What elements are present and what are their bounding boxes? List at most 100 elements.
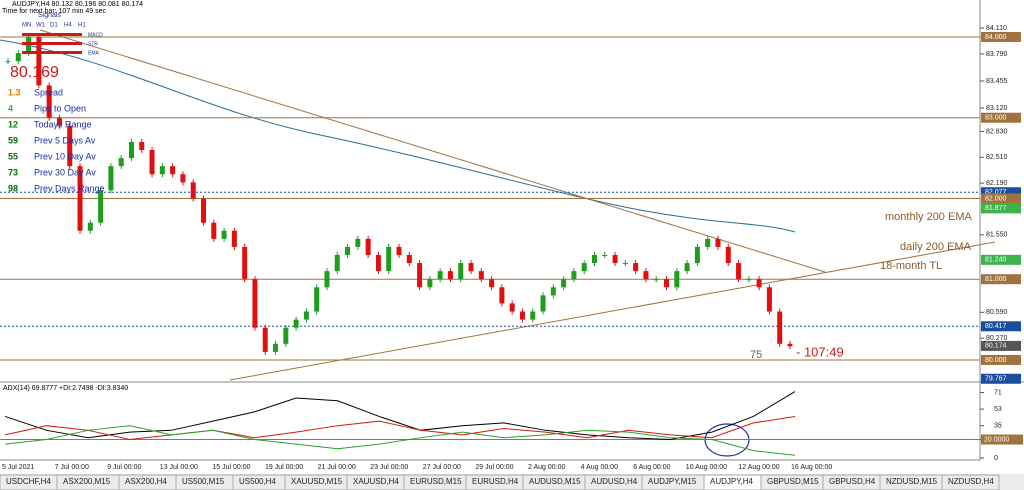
info-value: 55	[8, 151, 18, 161]
annotation: monthly 200 EMA	[885, 211, 972, 223]
info-label: Prev 10 Day Av	[34, 151, 96, 161]
candle	[46, 85, 52, 118]
candle	[489, 279, 495, 288]
candle	[509, 303, 515, 312]
candle	[242, 246, 248, 280]
candle	[694, 246, 700, 264]
adx-tick-label: 0	[994, 455, 998, 462]
candle	[756, 279, 762, 288]
timeframe-label: H4	[64, 23, 72, 29]
tab-label[interactable]: USDCHF,H4	[6, 477, 51, 486]
info-label: Prev Days Range	[34, 183, 105, 193]
candle	[87, 222, 93, 231]
monthly-ema-line	[0, 39, 796, 233]
candle	[283, 327, 289, 344]
candle	[314, 287, 320, 312]
timeframe-label: D1	[50, 23, 58, 29]
date-label: 15 Jul 00:00	[212, 464, 250, 471]
level-label: 80.174	[985, 343, 1007, 350]
tab-label[interactable]: ASX200,M15	[63, 477, 111, 486]
candle	[571, 271, 577, 280]
candle	[530, 311, 536, 320]
date-label: 21 Jul 00:00	[318, 464, 356, 471]
date-label: 12 Aug 00:00	[738, 464, 779, 471]
info-value: 59	[8, 135, 18, 145]
candle	[499, 287, 505, 304]
tab-label[interactable]: US500,M15	[182, 477, 225, 486]
candle	[159, 166, 165, 175]
tab-label[interactable]: NZDUSD,H4	[948, 477, 994, 486]
info-value: 73	[8, 167, 18, 177]
indicator-label: STR	[88, 41, 98, 47]
tab-label[interactable]: EURUSD,M15	[410, 477, 462, 486]
candle	[581, 263, 587, 272]
level-box	[981, 254, 1021, 265]
date-label: 27 Jul 00:00	[423, 464, 461, 471]
adx-tick-label: 53	[994, 406, 1002, 413]
tab-label[interactable]: AUDJPY,H4	[710, 477, 754, 486]
y-tick-label: 82.830	[986, 128, 1008, 135]
tab-label[interactable]: US500,H4	[239, 477, 276, 486]
annotation: 75	[750, 349, 762, 361]
tab-label[interactable]: XAUUSD,M15	[291, 477, 343, 486]
tab-label[interactable]: EURUSD,H4	[472, 477, 519, 486]
candle	[787, 343, 793, 347]
tab-label[interactable]: GBPUSD,H4	[829, 477, 876, 486]
y-tick-label: 82.510	[986, 154, 1008, 161]
y-tick-label: 80.590	[986, 309, 1008, 316]
candle	[550, 287, 556, 296]
level-box	[981, 321, 1021, 332]
candle	[406, 254, 412, 264]
date-label: 4 Aug 00:00	[581, 464, 618, 471]
y-tick-label: 80.270	[986, 335, 1008, 342]
candle	[303, 311, 309, 320]
candle	[622, 263, 628, 265]
y-tick-label: 83.790	[986, 51, 1008, 58]
timeframe-label: W1	[36, 23, 46, 29]
candle	[201, 198, 206, 223]
candle	[478, 271, 484, 280]
adx-tick-label: 35	[994, 423, 1002, 430]
candle	[190, 182, 196, 199]
date-label: 9 Jul 00:00	[107, 464, 141, 471]
candle	[67, 125, 73, 167]
candle	[139, 141, 145, 151]
annotation: daily 200 EMA	[900, 241, 972, 253]
candle	[437, 271, 443, 280]
level-label: 82.000	[985, 195, 1007, 202]
adx-level-box	[981, 434, 1023, 445]
candle	[725, 246, 731, 264]
uptrend-line	[229, 241, 996, 381]
y-tick-label: 81.550	[986, 232, 1008, 239]
candle	[396, 246, 402, 255]
info-value: 12	[8, 119, 18, 129]
candle	[519, 311, 525, 320]
annotation: 18-month TL	[880, 260, 942, 272]
candle	[674, 271, 680, 288]
tab-label[interactable]: GBPUSD,M15	[767, 477, 819, 486]
tab[interactable]	[941, 474, 1000, 490]
y-tick-label: 83.120	[986, 105, 1008, 112]
signal-bar	[22, 42, 82, 45]
date-label: 6 Aug 00:00	[633, 464, 670, 471]
tab-label[interactable]: AUDUSD,M15	[529, 477, 581, 486]
candle	[262, 327, 268, 352]
signal-bar	[22, 51, 82, 54]
candle	[458, 263, 464, 280]
timeframe-label: MN	[22, 23, 31, 29]
candle	[766, 287, 772, 312]
tab-label[interactable]: XAUUSD,H4	[353, 477, 399, 486]
tab-label[interactable]: AUDUSD,H4	[591, 477, 638, 486]
timeframe-label: H1	[78, 23, 86, 29]
candle	[736, 263, 742, 280]
tab-label[interactable]: ASX200,H4	[125, 477, 167, 486]
candle	[56, 117, 62, 126]
tab-label[interactable]: AUDJPY,M15	[648, 477, 697, 486]
candle	[149, 150, 155, 175]
info-price: 80.169	[10, 64, 59, 81]
candle	[98, 190, 104, 223]
tab-label[interactable]: NZDUSD,M15	[886, 477, 938, 486]
candle	[118, 158, 124, 167]
info-label: Prev 5 Days Av	[34, 135, 96, 145]
